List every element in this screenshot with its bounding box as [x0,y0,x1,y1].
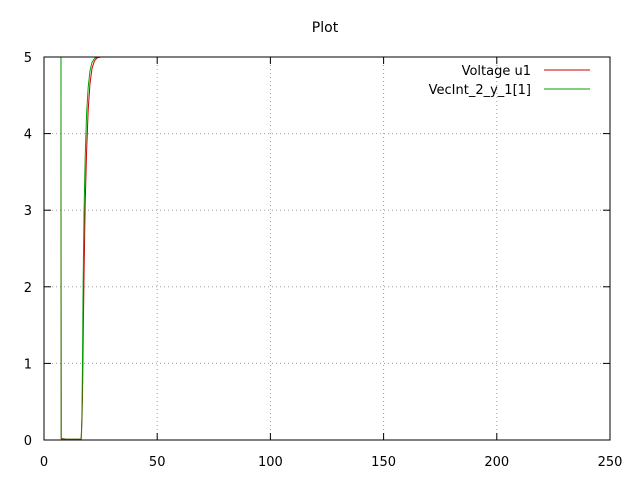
chart-title: Plot [312,20,339,36]
x-tick-label: 50 [149,455,166,470]
y-tick-label: 2 [24,281,32,296]
y-tick-label: 5 [24,51,32,66]
legend: Voltage u1 VecInt_2_y_1[1] [429,64,590,98]
y-tick-label: 3 [24,204,32,219]
x-tick-label: 100 [258,455,283,470]
axis-ticks [43,56,611,441]
tick-labels: 0 50 100 150 200 250 0 1 2 3 4 5 [24,51,623,470]
x-tick-label: 250 [598,455,623,470]
series-line-2 [44,56,610,440]
y-tick-label: 0 [24,434,32,449]
y-tick-label: 4 [24,128,32,143]
plot-frame [43,56,611,441]
legend-label-2: VecInt_2_y_1[1] [429,83,531,98]
series-lines [44,56,610,440]
x-tick-label: 150 [371,455,396,470]
grid-lines [44,57,610,440]
legend-label-1: Voltage u1 [462,64,531,79]
x-tick-label: 0 [40,455,48,470]
x-tick-label: 200 [484,455,509,470]
y-tick-label: 1 [24,357,32,372]
series-line-1 [44,56,610,440]
